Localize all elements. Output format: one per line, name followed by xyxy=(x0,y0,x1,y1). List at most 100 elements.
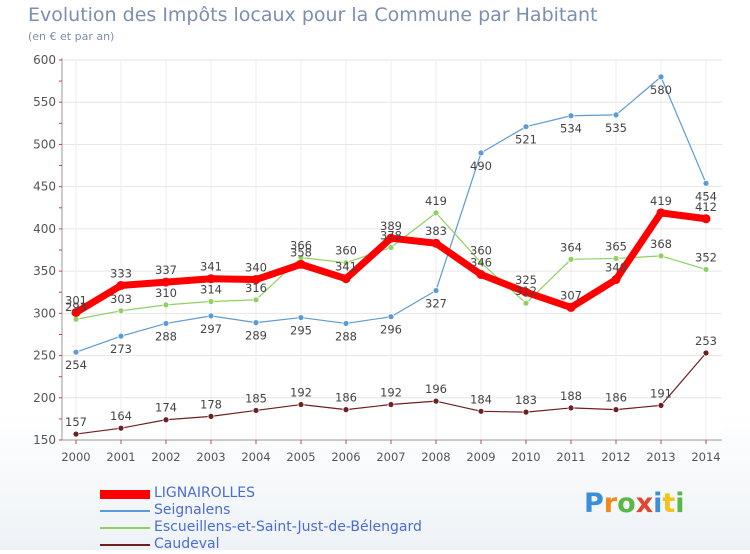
legend-label: Seignalens xyxy=(154,502,231,518)
data-label: 289 xyxy=(245,329,267,343)
x-tick-label: 2014 xyxy=(691,450,720,464)
data-point xyxy=(611,275,621,285)
data-point xyxy=(206,274,216,284)
data-label: 534 xyxy=(560,122,582,136)
y-tick-label: 150 xyxy=(33,433,56,447)
data-point xyxy=(71,307,81,317)
data-point xyxy=(612,111,620,119)
data-label: 337 xyxy=(155,263,177,277)
data-point xyxy=(432,397,440,405)
data-point xyxy=(657,73,665,81)
data-label: 307 xyxy=(560,288,582,302)
data-label: 327 xyxy=(425,297,447,311)
data-label: 178 xyxy=(200,397,222,411)
data-label: 419 xyxy=(425,194,447,208)
data-label: 314 xyxy=(200,283,222,297)
data-point xyxy=(207,312,215,320)
y-tick-label: 350 xyxy=(33,264,56,278)
data-label: 288 xyxy=(155,329,177,343)
data-label: 412 xyxy=(695,200,717,214)
x-tick-label: 2010 xyxy=(511,450,540,464)
data-point xyxy=(252,407,260,414)
x-tick-label: 2000 xyxy=(61,450,90,464)
data-point xyxy=(341,274,351,284)
data-label: 340 xyxy=(245,261,267,275)
data-point xyxy=(207,298,215,305)
data-label: 185 xyxy=(245,391,267,405)
legend-swatch xyxy=(100,544,150,546)
data-point xyxy=(386,233,396,243)
legend-label: Caudeval xyxy=(154,536,220,552)
data-point xyxy=(162,301,170,309)
data-point xyxy=(477,259,485,267)
data-point xyxy=(476,269,486,279)
data-point xyxy=(702,349,710,357)
data-point xyxy=(522,408,530,416)
data-label: 303 xyxy=(110,292,132,306)
data-label: 174 xyxy=(155,401,177,415)
data-label: 365 xyxy=(605,239,627,253)
data-point xyxy=(342,406,350,414)
data-point xyxy=(477,407,485,415)
x-tick-label: 2012 xyxy=(601,450,630,464)
data-point xyxy=(342,259,350,267)
legend-swatch xyxy=(100,489,150,499)
data-point xyxy=(612,255,620,262)
data-point xyxy=(567,255,575,263)
data-label: 310 xyxy=(155,286,177,300)
data-label: 378 xyxy=(380,228,402,242)
y-tick-label: 500 xyxy=(33,137,56,151)
data-point xyxy=(117,332,125,340)
chart-title: Evolution des Impôts locaux pour la Comm… xyxy=(28,4,598,26)
data-label: 254 xyxy=(65,358,87,372)
data-point xyxy=(297,401,305,408)
data-label: 521 xyxy=(515,133,537,147)
data-point xyxy=(207,412,215,420)
data-point xyxy=(657,252,665,260)
data-label: 333 xyxy=(110,266,132,280)
data-point xyxy=(387,244,395,251)
y-tick-label: 450 xyxy=(33,180,56,194)
x-tick-label: 2007 xyxy=(376,450,405,464)
data-label: 364 xyxy=(560,240,582,254)
data-point xyxy=(161,277,171,287)
data-label: 352 xyxy=(695,250,717,264)
data-point xyxy=(251,275,261,285)
data-point xyxy=(117,307,125,315)
data-label: 368 xyxy=(650,237,672,251)
y-tick-label: 600 xyxy=(33,53,56,67)
data-label: 191 xyxy=(650,386,672,400)
data-label: 253 xyxy=(695,334,717,348)
x-tick-label: 2013 xyxy=(646,450,675,464)
data-label: 366 xyxy=(290,239,312,253)
data-point xyxy=(567,112,575,120)
data-label: 316 xyxy=(245,281,267,295)
data-point xyxy=(567,404,575,412)
data-label: 580 xyxy=(650,83,672,97)
x-tick-label: 2004 xyxy=(241,450,270,464)
data-point xyxy=(296,259,306,269)
data-point xyxy=(657,401,665,409)
y-tick-label: 250 xyxy=(33,349,56,363)
data-label: 295 xyxy=(290,324,312,338)
data-point xyxy=(477,149,485,157)
data-point xyxy=(387,401,395,408)
data-label: 325 xyxy=(515,273,537,287)
x-tick-label: 2011 xyxy=(556,450,585,464)
chart-subtitle: (en € et par an) xyxy=(28,30,115,43)
data-label: 186 xyxy=(605,391,627,405)
data-label: 490 xyxy=(470,159,492,173)
x-tick-label: 2008 xyxy=(421,450,450,464)
y-tick-label: 550 xyxy=(33,95,56,109)
data-point xyxy=(522,123,530,131)
data-label: 312 xyxy=(515,284,537,298)
data-point xyxy=(521,287,531,297)
data-label: 192 xyxy=(380,386,402,400)
proxiti-logo: Proxiti xyxy=(584,488,685,519)
data-label: 192 xyxy=(290,386,312,400)
x-tick-label: 2002 xyxy=(151,450,180,464)
data-label: 273 xyxy=(110,342,132,356)
data-point xyxy=(252,296,260,304)
x-tick-label: 2009 xyxy=(466,450,495,464)
